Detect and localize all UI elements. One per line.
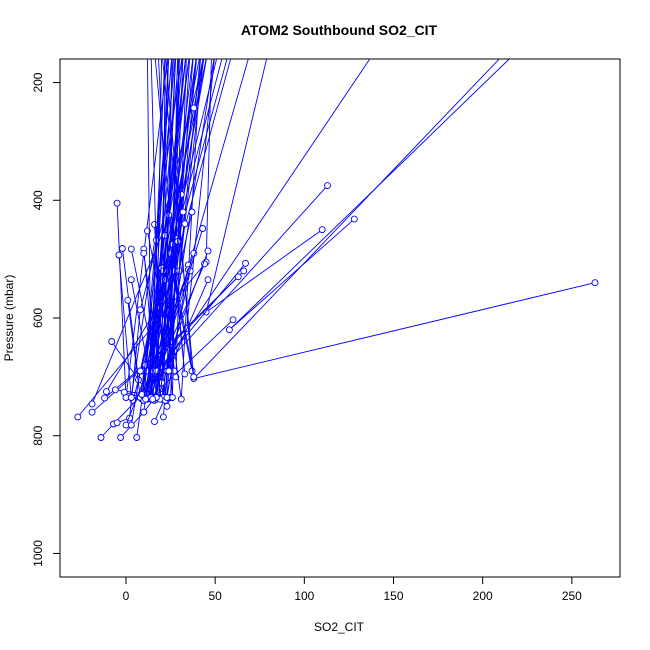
data-point <box>591 279 599 287</box>
data-point <box>181 370 189 378</box>
series-3 <box>202 59 326 316</box>
data-point <box>113 199 121 207</box>
data-point <box>142 395 150 403</box>
data-point <box>115 251 123 259</box>
data-point <box>88 408 96 416</box>
y-axis: 200 400 600 800 1000 <box>31 72 61 567</box>
data-point <box>242 259 249 267</box>
data-point <box>127 421 135 429</box>
data-point <box>163 394 171 401</box>
data-point <box>140 408 148 416</box>
data-point <box>350 215 358 223</box>
x-tick-label: 0 <box>123 589 130 603</box>
y-axis-label: Pressure (mbar) <box>2 275 16 362</box>
series-layer <box>74 59 599 441</box>
data-point <box>188 208 196 216</box>
x-axis: 0 50 100 150 200 250 <box>123 576 582 603</box>
y-tick-label: 800 <box>31 425 45 445</box>
data-point <box>118 245 126 252</box>
data-point <box>179 208 187 216</box>
data-point <box>111 386 119 394</box>
data-point <box>181 220 189 228</box>
data-point <box>133 434 141 441</box>
x-tick-label: 200 <box>473 589 493 603</box>
data-point <box>108 338 116 345</box>
x-tick-label: 150 <box>383 589 403 603</box>
data-point <box>190 104 198 112</box>
data-point <box>190 373 198 381</box>
series-20 <box>115 59 183 401</box>
data-point <box>113 419 121 427</box>
y-tick-label: 400 <box>31 190 45 210</box>
data-point <box>163 402 171 410</box>
x-axis-label: SO2_CIT <box>314 620 365 634</box>
data-point <box>74 413 82 421</box>
data-point <box>140 249 148 257</box>
data-point <box>120 388 128 396</box>
data-point <box>127 245 135 253</box>
data-point <box>151 220 158 228</box>
x-tick-label: 250 <box>562 589 582 603</box>
data-point <box>124 296 132 304</box>
data-point <box>199 225 207 232</box>
series-line <box>229 59 510 331</box>
data-point <box>318 226 326 234</box>
data-point <box>225 326 233 334</box>
data-point <box>234 273 242 281</box>
data-point <box>204 276 212 284</box>
x-tick-label: 100 <box>294 589 314 603</box>
y-tick-label: 200 <box>31 72 45 92</box>
data-point <box>97 434 105 441</box>
plot-area <box>74 59 599 441</box>
data-point <box>204 247 212 255</box>
data-point <box>151 418 158 426</box>
data-point <box>240 267 248 275</box>
data-point <box>324 182 331 190</box>
series-2 <box>225 59 510 334</box>
data-point <box>165 367 173 375</box>
x-tick-label: 50 <box>208 589 222 603</box>
chart-title: ATOM2 Southbound SO2_CIT <box>241 22 438 38</box>
data-point <box>101 394 109 402</box>
data-point <box>102 388 110 396</box>
series-61 <box>149 59 212 403</box>
plot-frame <box>59 58 621 578</box>
data-point <box>127 276 135 284</box>
y-tick-label: 600 <box>31 308 45 328</box>
data-point <box>136 306 144 314</box>
data-point <box>88 400 96 408</box>
data-point <box>229 316 237 324</box>
series-1 <box>190 59 599 383</box>
series-62 <box>165 59 212 375</box>
series-line <box>205 59 323 314</box>
y-tick-label: 1000 <box>31 540 45 567</box>
data-point <box>149 395 157 403</box>
data-point <box>136 367 144 375</box>
data-point <box>159 413 167 421</box>
data-point <box>177 395 185 403</box>
data-point <box>117 434 125 441</box>
series-line <box>192 59 596 380</box>
